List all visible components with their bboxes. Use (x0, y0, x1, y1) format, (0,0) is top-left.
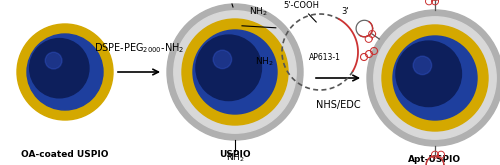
Text: 3': 3' (341, 7, 348, 16)
Circle shape (382, 25, 488, 131)
Text: NH$_2$: NH$_2$ (256, 56, 274, 68)
Circle shape (17, 24, 113, 120)
Circle shape (374, 17, 496, 139)
Circle shape (367, 10, 500, 146)
Circle shape (45, 52, 62, 69)
Circle shape (167, 4, 303, 140)
Circle shape (193, 30, 277, 114)
Circle shape (393, 36, 477, 120)
Circle shape (30, 39, 89, 98)
Circle shape (174, 11, 296, 133)
Text: AP613-1: AP613-1 (309, 52, 341, 62)
Circle shape (396, 41, 462, 107)
Text: NH$_2$: NH$_2$ (226, 152, 244, 165)
Circle shape (413, 56, 432, 75)
Text: NHS/EDC: NHS/EDC (316, 100, 360, 110)
Text: USPIO: USPIO (219, 150, 251, 159)
Circle shape (182, 19, 288, 125)
Text: NH$_2$: NH$_2$ (249, 5, 268, 18)
Text: Apt-USPIO: Apt-USPIO (408, 155, 462, 164)
Text: DSPE-PEG$_{2000}$-NH$_2$: DSPE-PEG$_{2000}$-NH$_2$ (94, 41, 184, 55)
Circle shape (196, 35, 262, 100)
Circle shape (213, 50, 232, 69)
Text: OA-coated USPIO: OA-coated USPIO (21, 150, 109, 159)
Text: 5'-COOH: 5'-COOH (283, 1, 319, 10)
Circle shape (27, 34, 103, 110)
